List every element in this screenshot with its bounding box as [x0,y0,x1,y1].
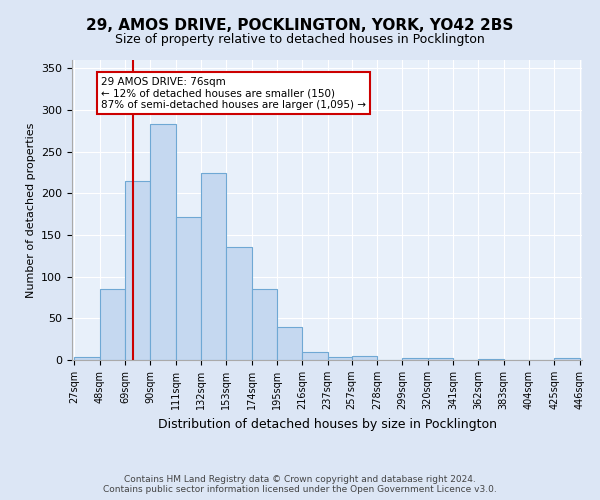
Bar [100,289,125,360]
Bar [478,359,503,360]
Bar [403,358,428,360]
Bar [428,358,453,360]
Bar [554,358,580,360]
Bar [201,172,226,360]
Bar [74,356,100,360]
Bar [125,181,151,360]
Text: Size of property relative to detached houses in Pocklington: Size of property relative to detached ho… [115,32,485,46]
Text: 29, AMOS DRIVE, POCKLINGTON, YORK, YO42 2BS: 29, AMOS DRIVE, POCKLINGTON, YORK, YO42 … [86,18,514,32]
X-axis label: Distribution of detached houses by size in Pocklington: Distribution of detached houses by size … [157,418,497,430]
Bar [226,246,251,360]
Bar [302,352,328,360]
Bar [328,356,352,360]
Bar [251,289,277,360]
Y-axis label: Number of detached properties: Number of detached properties [26,122,35,298]
Bar [277,326,302,360]
Text: Contains HM Land Registry data © Crown copyright and database right 2024.
Contai: Contains HM Land Registry data © Crown c… [103,474,497,494]
Bar [352,356,377,360]
Bar [151,124,176,360]
Text: 29 AMOS DRIVE: 76sqm
← 12% of detached houses are smaller (150)
87% of semi-deta: 29 AMOS DRIVE: 76sqm ← 12% of detached h… [101,76,366,110]
Bar [176,216,201,360]
